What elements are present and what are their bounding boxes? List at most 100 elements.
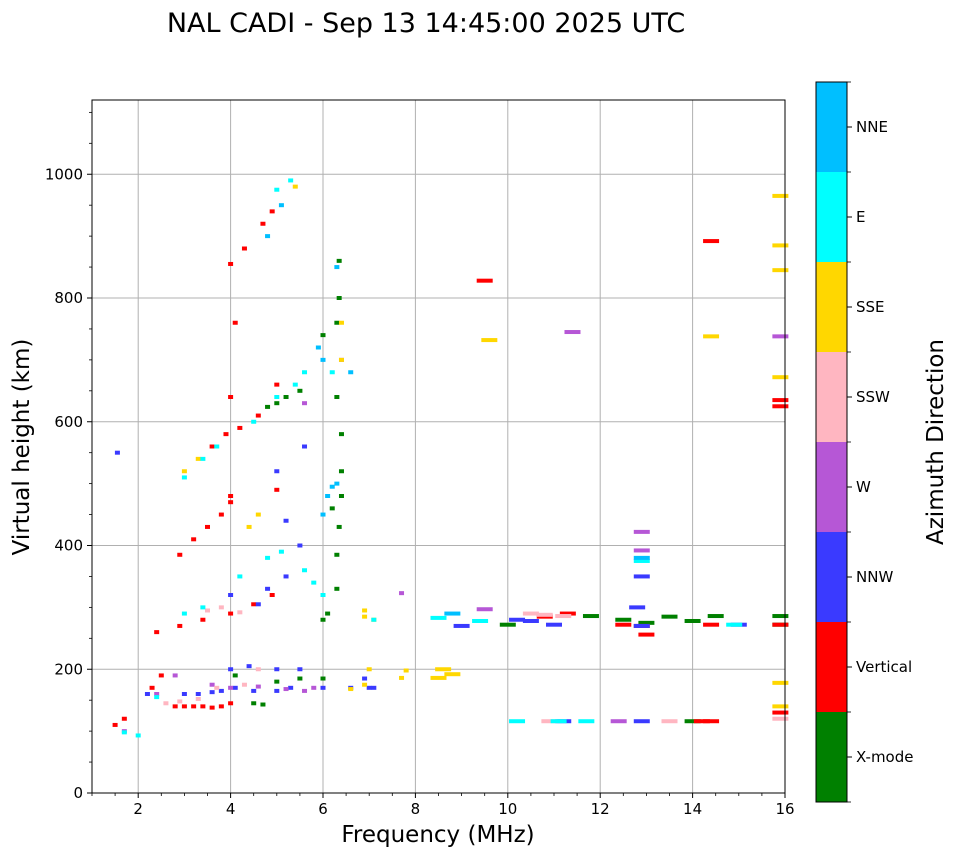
data-point	[288, 178, 294, 183]
data-point	[684, 618, 701, 623]
colorbar-segment	[816, 442, 847, 532]
grid	[92, 100, 785, 793]
data-point	[772, 268, 789, 273]
data-point	[269, 593, 275, 597]
data-point	[336, 296, 342, 300]
y-tick-label: 1000	[45, 165, 83, 183]
data-point	[297, 388, 303, 393]
data-point	[288, 685, 294, 690]
data-point	[241, 682, 247, 687]
plot-frame	[91, 99, 786, 794]
y-tick-label: 400	[54, 537, 83, 555]
data-point	[320, 357, 326, 362]
data-point	[297, 543, 303, 548]
data-point	[522, 618, 539, 623]
data-point	[772, 334, 789, 339]
data-point	[209, 444, 215, 449]
colorbar-segment	[816, 532, 847, 622]
data-point	[177, 699, 183, 704]
data-point	[112, 722, 118, 727]
data-point	[200, 704, 206, 709]
data-point	[311, 580, 317, 585]
data-point	[315, 345, 321, 350]
colorbar-tick-label: E	[856, 208, 865, 226]
data-point	[260, 702, 266, 707]
data-point	[191, 704, 197, 709]
data-point	[633, 529, 650, 534]
data-point	[334, 552, 340, 557]
data-point	[237, 574, 243, 579]
colorbar-tick-label: SSE	[856, 298, 885, 316]
data-point	[232, 685, 238, 690]
data-point	[158, 673, 164, 678]
data-point	[214, 444, 220, 449]
y-axis-ticks: 0 200 400 600 800 1000	[45, 111, 92, 802]
data-point	[703, 622, 720, 627]
data-point	[336, 258, 342, 263]
data-point	[274, 187, 280, 192]
colorbar-segment	[816, 172, 847, 262]
data-point	[228, 667, 234, 672]
data-point	[228, 261, 234, 266]
data-point	[283, 574, 289, 579]
data-point	[629, 605, 646, 610]
data-point	[366, 685, 372, 690]
data-point	[334, 395, 340, 399]
data-point	[772, 404, 789, 409]
data-point	[251, 688, 257, 693]
data-point	[615, 622, 632, 627]
x-axis-ticks: 2 4 6 8 10 12 14 16	[91, 793, 795, 818]
data-point	[329, 370, 335, 375]
data-point	[209, 690, 215, 695]
data-point	[228, 701, 234, 706]
data-point	[177, 552, 183, 557]
data-point	[163, 701, 169, 706]
data-point	[214, 685, 220, 690]
data-point	[499, 622, 516, 627]
data-point	[311, 685, 317, 690]
data-point	[232, 320, 238, 325]
data-point	[362, 676, 368, 681]
data-point	[228, 611, 234, 616]
data-point	[255, 602, 261, 607]
data-point	[615, 617, 632, 622]
data-point	[772, 398, 789, 403]
data-point	[251, 602, 257, 607]
data-point	[320, 512, 326, 517]
x-tick-label: 4	[226, 800, 236, 818]
data-point	[582, 614, 599, 619]
data-point	[265, 234, 271, 239]
y-tick-label: 200	[54, 660, 83, 678]
data-point	[399, 675, 405, 680]
data-point	[154, 630, 160, 635]
data-point	[274, 469, 280, 474]
data-point	[444, 672, 461, 677]
data-point	[661, 614, 678, 619]
data-point	[181, 469, 187, 474]
data-point	[772, 622, 789, 627]
data-point	[772, 375, 789, 380]
y-tick-label: 0	[73, 784, 83, 802]
data-point	[302, 688, 308, 693]
data-point	[255, 512, 261, 517]
data-point	[435, 667, 452, 672]
data-point	[338, 357, 344, 362]
data-point	[228, 494, 234, 498]
data-point	[265, 555, 271, 560]
chart-title: NAL CADI - Sep 13 14:45:00 2025 UTC	[167, 8, 685, 39]
x-tick-label: 8	[411, 800, 421, 818]
data-point	[228, 593, 234, 597]
data-point	[633, 555, 650, 560]
data-point	[218, 512, 224, 517]
data-point	[181, 704, 187, 709]
data-point	[476, 607, 493, 612]
data-point	[200, 456, 206, 461]
data-point	[476, 278, 493, 283]
data-point	[195, 456, 201, 461]
data-point	[274, 667, 280, 672]
data-point	[325, 611, 331, 616]
colorbar-tick-label: Vertical	[856, 658, 912, 676]
data-point	[265, 404, 271, 409]
data-point	[200, 605, 206, 610]
